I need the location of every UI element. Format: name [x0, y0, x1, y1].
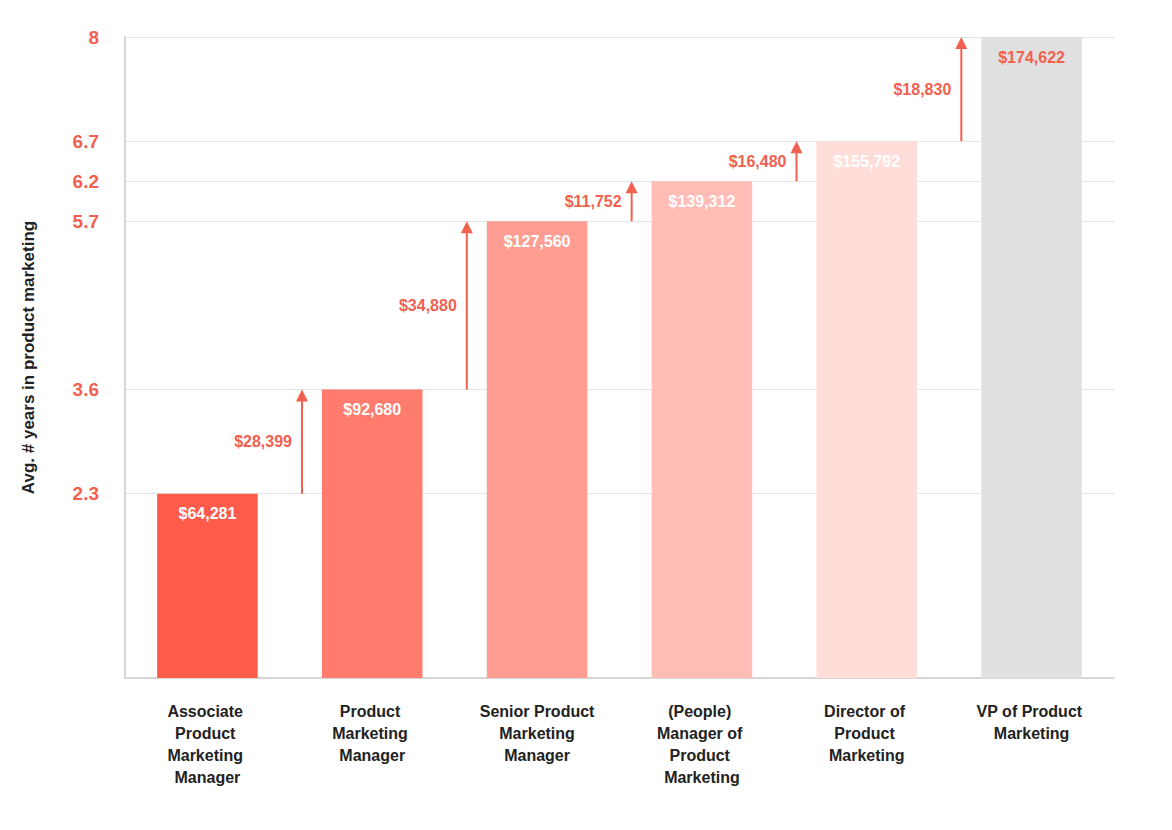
- svg-text:$11,752: $11,752: [565, 193, 622, 210]
- svg-text:Marketing: Marketing: [664, 769, 740, 786]
- svg-text:$34,880: $34,880: [399, 297, 457, 314]
- svg-text:Product: Product: [175, 725, 240, 742]
- svg-text:Product: Product: [340, 703, 405, 720]
- svg-text:Manager: Manager: [339, 747, 405, 764]
- svg-text:Product: Product: [669, 747, 734, 764]
- svg-text:Marketing: Marketing: [829, 747, 905, 764]
- svg-text:$92,680: $92,680: [343, 401, 401, 418]
- svg-text:Marketing: Marketing: [332, 725, 412, 742]
- svg-text:Manager: Manager: [175, 769, 241, 786]
- svg-text:$28,399: $28,399: [234, 433, 292, 450]
- svg-text:$16,480: $16,480: [729, 153, 787, 170]
- svg-text:6.7: 6.7: [73, 131, 99, 152]
- svg-text:8: 8: [88, 27, 99, 48]
- svg-text:(People): (People): [668, 703, 736, 720]
- svg-text:Marketing: Marketing: [994, 725, 1070, 742]
- svg-text:$155,792: $155,792: [833, 153, 900, 170]
- svg-text:Associate: Associate: [167, 703, 247, 720]
- svg-text:Manager: Manager: [504, 747, 570, 764]
- svg-text:$174,622: $174,622: [998, 49, 1065, 66]
- svg-text:Senior Product: Senior Product: [480, 703, 595, 720]
- svg-text:Product: Product: [834, 725, 899, 742]
- svg-text:VP of Product: VP of Product: [977, 703, 1087, 720]
- svg-text:Director of: Director of: [824, 703, 909, 720]
- svg-text:Avg. # years in product market: Avg. # years in product marketing: [19, 221, 38, 494]
- svg-text:$139,312: $139,312: [669, 193, 736, 210]
- svg-text:3.6: 3.6: [73, 379, 99, 400]
- svg-text:5.7: 5.7: [73, 211, 99, 232]
- svg-text:$64,281: $64,281: [178, 505, 236, 522]
- svg-text:Marketing: Marketing: [167, 747, 247, 764]
- svg-text:$127,560: $127,560: [504, 233, 571, 250]
- svg-text:2.3: 2.3: [73, 483, 99, 504]
- svg-text:6.2: 6.2: [73, 171, 99, 192]
- svg-text:Marketing: Marketing: [495, 725, 579, 742]
- svg-text:Manager of: Manager of: [657, 725, 747, 742]
- svg-text:$18,830: $18,830: [893, 81, 951, 98]
